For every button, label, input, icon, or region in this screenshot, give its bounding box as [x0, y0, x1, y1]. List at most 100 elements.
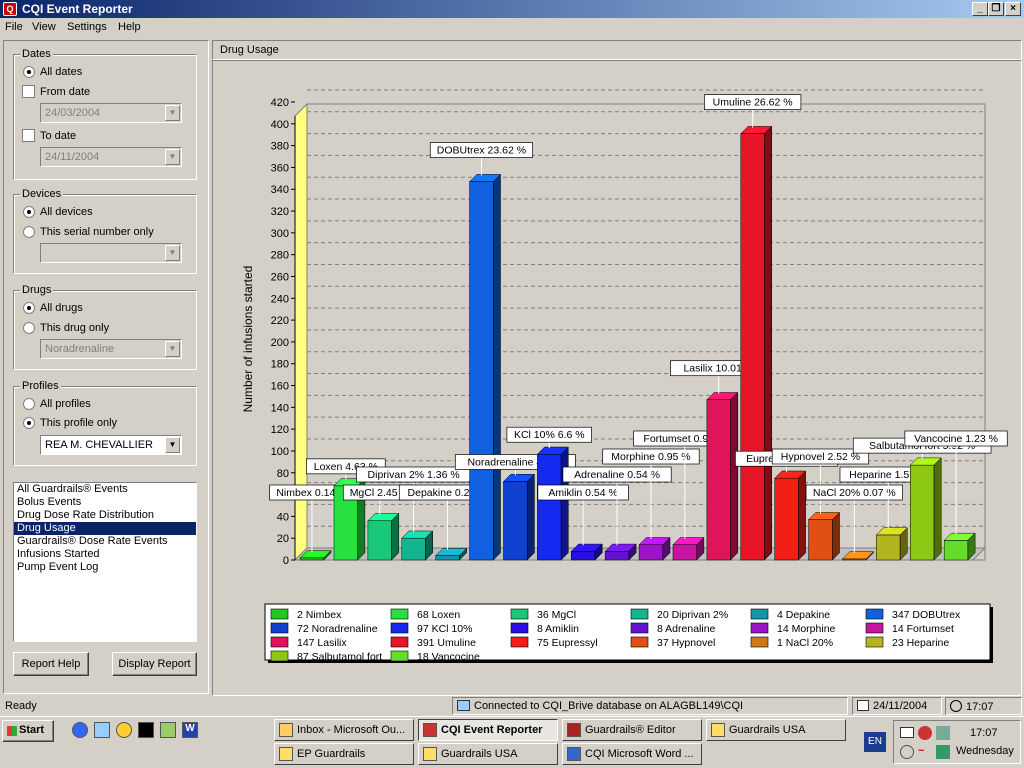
- serial-only-radio[interactable]: [23, 226, 35, 238]
- serial-number-select[interactable]: ▼: [40, 243, 182, 263]
- y-tick-label: 300: [271, 228, 289, 240]
- task-ep-guardrails[interactable]: EP Guardrails: [274, 743, 414, 765]
- restore-button[interactable]: ❐: [988, 2, 1004, 16]
- task-inbox[interactable]: Inbox - Microsoft Ou...: [274, 719, 414, 741]
- title-bar[interactable]: Q CQI Event Reporter _ ❐ ×: [0, 0, 1024, 18]
- all-profiles-radio[interactable]: [23, 398, 35, 410]
- profile-only-label: This profile only: [40, 417, 118, 429]
- legend-label: 36 MgCl: [537, 609, 576, 621]
- legend-label: 8 Adrenaline: [657, 623, 716, 635]
- activity-icon[interactable]: ~: [918, 745, 925, 757]
- report-title: Drug Usage: [220, 44, 279, 56]
- from-date-picker[interactable]: 24/03/2004 ▼: [40, 103, 182, 123]
- word-icon[interactable]: W: [182, 722, 198, 738]
- status-connection-text: Connected to CQI_Brive database on ALAGB…: [474, 700, 744, 712]
- media-player-icon[interactable]: [116, 722, 132, 738]
- legend-label: 1 NaCl 20%: [777, 637, 833, 649]
- task-guardrails-editor[interactable]: Guardrails® Editor: [562, 719, 702, 741]
- task-word-document[interactable]: CQI Microsoft Word ...: [562, 743, 702, 765]
- language-indicator[interactable]: EN: [864, 732, 886, 752]
- task-cqi-event-reporter[interactable]: CQI Event Reporter: [418, 719, 558, 741]
- from-date-checkbox[interactable]: [22, 85, 35, 98]
- connection-icon[interactable]: [936, 745, 950, 759]
- list-item[interactable]: Guardrails® Dose Rate Events: [17, 535, 168, 547]
- profile-select[interactable]: REA M. CHEVALLIER ▼: [40, 435, 182, 455]
- folder-icon: [279, 747, 293, 761]
- cqi-icon: [423, 723, 437, 737]
- to-date-value: 24/11/2004: [45, 151, 100, 163]
- chevron-down-icon[interactable]: ▼: [165, 437, 180, 453]
- data-label: Amiklin 0.54 %: [548, 487, 617, 499]
- legend-swatch: [750, 636, 769, 648]
- display-report-button[interactable]: Display Report: [112, 652, 197, 676]
- legend-swatch: [630, 622, 649, 634]
- command-prompt-icon[interactable]: [138, 722, 154, 738]
- chevron-down-icon[interactable]: ▼: [165, 341, 180, 357]
- y-tick-label: 400: [271, 119, 289, 131]
- data-label: DOBUtrex 23.62 %: [437, 145, 526, 157]
- list-item[interactable]: Drug Dose Rate Distribution: [17, 509, 154, 521]
- list-item[interactable]: Pump Event Log: [17, 561, 99, 573]
- minimize-button[interactable]: _: [972, 2, 988, 16]
- internet-explorer-icon[interactable]: [72, 722, 88, 738]
- outlook-express-icon[interactable]: [94, 722, 110, 738]
- close-button[interactable]: ×: [1005, 2, 1021, 16]
- drugs-group: Drugs: [13, 284, 197, 370]
- legend-label: 68 Loxen: [417, 609, 460, 621]
- chevron-down-icon[interactable]: ▼: [165, 245, 180, 261]
- data-label: Umuline 26.62 %: [713, 97, 793, 109]
- list-item[interactable]: Infusions Started: [17, 548, 100, 560]
- legend-label: 97 KCl 10%: [417, 623, 472, 635]
- menu-view[interactable]: View: [32, 21, 56, 33]
- report-list[interactable]: All Guardrails® Events Bolus Events Drug…: [13, 482, 197, 642]
- task-guardrails-usa-2[interactable]: Guardrails USA: [418, 743, 558, 765]
- chevron-down-icon[interactable]: ▼: [165, 149, 180, 165]
- bar-front: [910, 464, 935, 561]
- y-tick-label: 220: [271, 315, 289, 327]
- bar-side: [899, 527, 908, 561]
- start-label: Start: [19, 724, 45, 736]
- menu-settings[interactable]: Settings: [67, 21, 107, 33]
- legend-swatch: [270, 650, 289, 662]
- bar-front: [876, 534, 901, 561]
- task-label: CQI Microsoft Word ...: [585, 748, 694, 760]
- clock-icon: [950, 700, 962, 712]
- list-item[interactable]: Bolus Events: [17, 496, 82, 508]
- antivirus-icon[interactable]: [918, 726, 932, 740]
- bar-side: [594, 543, 603, 561]
- legend-swatch: [270, 636, 289, 648]
- all-drugs-radio[interactable]: [23, 302, 35, 314]
- list-item[interactable]: All Guardrails® Events: [17, 483, 128, 495]
- legend-swatch: [390, 608, 409, 620]
- bar-front: [638, 544, 664, 561]
- app-shortcut-icon[interactable]: [160, 722, 176, 738]
- legend-label: 8 Amiklin: [537, 623, 579, 635]
- bar-side: [628, 543, 637, 561]
- data-label: Morphine 0.95 %: [611, 451, 690, 463]
- menu-help[interactable]: Help: [118, 21, 141, 33]
- mail-icon[interactable]: [900, 727, 914, 738]
- bar-side: [933, 457, 942, 561]
- report-help-button[interactable]: Report Help: [13, 652, 89, 676]
- network-icon[interactable]: [936, 726, 950, 740]
- profile-only-radio[interactable]: [23, 417, 35, 429]
- task-guardrails-usa-1[interactable]: Guardrails USA: [706, 719, 846, 741]
- to-date-picker[interactable]: 24/11/2004 ▼: [40, 147, 182, 167]
- menu-file[interactable]: File: [5, 21, 23, 33]
- drug-only-radio[interactable]: [23, 322, 35, 334]
- bar-side: [391, 512, 400, 561]
- list-item-selected[interactable]: Drug Usage: [14, 522, 196, 535]
- all-dates-label: All dates: [40, 66, 83, 78]
- settings-icon[interactable]: [900, 745, 914, 759]
- legend-swatch: [270, 608, 289, 620]
- to-date-checkbox[interactable]: [22, 129, 35, 142]
- all-dates-radio[interactable]: [23, 66, 35, 78]
- word-document-icon: [567, 747, 581, 761]
- chevron-down-icon[interactable]: ▼: [165, 105, 180, 121]
- bar-side: [865, 551, 874, 561]
- drug-select[interactable]: Noradrenaline ▼: [40, 339, 182, 359]
- bar-side: [662, 536, 671, 561]
- start-button[interactable]: Start: [2, 720, 54, 742]
- bar-front: [706, 399, 731, 561]
- all-devices-radio[interactable]: [23, 206, 35, 218]
